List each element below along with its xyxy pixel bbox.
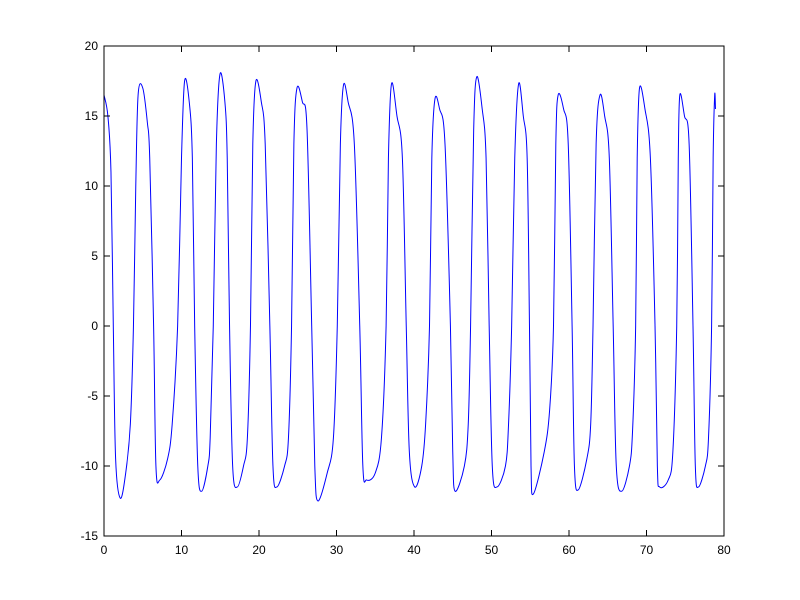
series-line <box>103 72 716 502</box>
x-tick-label: 40 <box>407 543 421 557</box>
x-tick-label: 60 <box>562 543 576 557</box>
y-tick-label: -10 <box>81 459 99 473</box>
y-tick-label: 10 <box>85 179 99 193</box>
x-tick-label: 70 <box>640 543 654 557</box>
y-tick-label: 20 <box>85 39 99 53</box>
axes-box <box>103 45 725 537</box>
x-tick-label: 10 <box>175 543 189 557</box>
y-tick-label: 0 <box>91 319 98 333</box>
y-tick-label: 5 <box>91 249 98 263</box>
y-tick-label: 15 <box>85 109 99 123</box>
x-tick-label: 80 <box>717 543 731 557</box>
x-tick-label: 50 <box>485 543 499 557</box>
x-tick-label: 20 <box>252 543 266 557</box>
y-tick-label: -15 <box>81 529 99 543</box>
x-tick-label: 30 <box>330 543 344 557</box>
y-tick-label: -5 <box>87 389 98 403</box>
x-tick-label: 0 <box>101 543 108 557</box>
